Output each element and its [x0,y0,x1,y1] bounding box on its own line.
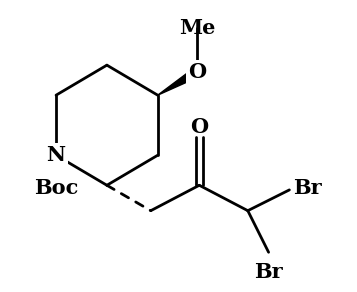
Polygon shape [158,68,200,95]
Text: O: O [188,62,206,82]
Text: Br: Br [293,178,321,198]
Text: O: O [190,117,208,137]
Text: N: N [46,145,66,165]
Text: Br: Br [254,262,283,281]
Text: Me: Me [179,18,215,38]
Text: Boc: Boc [34,178,78,198]
